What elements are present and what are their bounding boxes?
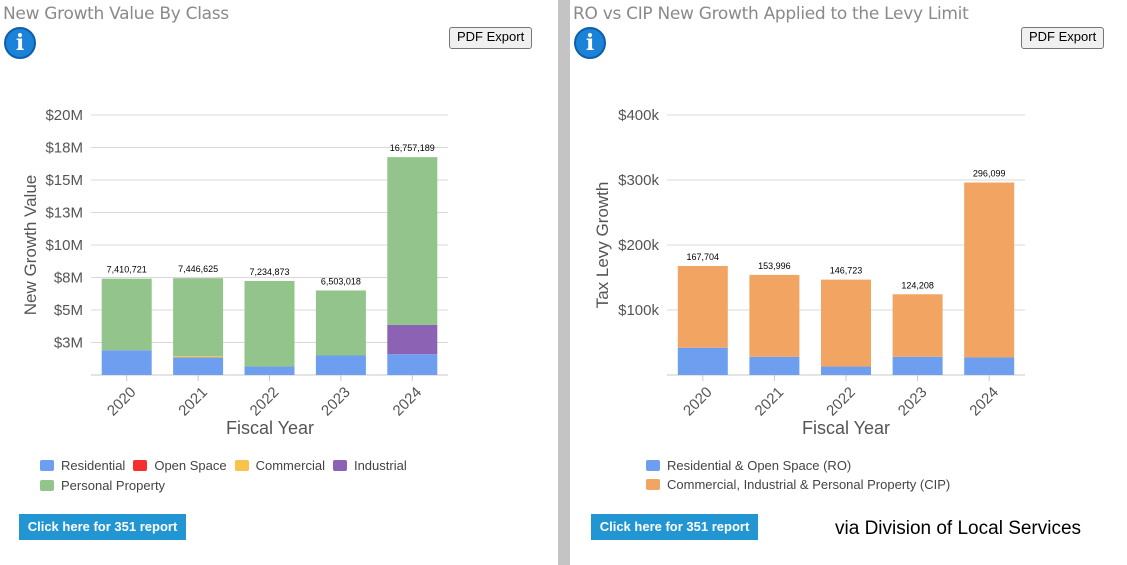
x-tick-label: 2023	[318, 384, 354, 420]
bar-segment-commercial-industrial-personal-property-cip-	[821, 279, 871, 367]
data-label: 7,234,873	[249, 267, 289, 277]
report-351-button[interactable]: Click here for 351 report	[591, 514, 758, 540]
data-label: 7,410,721	[107, 265, 147, 275]
legend-swatch	[646, 460, 660, 471]
bar-segment-residential-open-space-ro-	[964, 357, 1015, 375]
y-tick-label: $200k	[618, 237, 659, 254]
legend-label: Personal Property	[61, 478, 166, 493]
y-tick-label: $15M	[45, 172, 83, 189]
bar-segment-personal-property	[315, 290, 366, 356]
x-tick-label: 2024	[966, 384, 1002, 420]
y-axis-title: Tax Levy Growth	[593, 182, 612, 309]
x-tick-label: 2024	[390, 384, 426, 420]
legend-label: Residential	[61, 458, 126, 473]
legend-swatch	[133, 460, 148, 471]
chart-title-right: RO vs CIP New Growth Applied to the Levy…	[573, 4, 969, 24]
bar-segment-industrial	[387, 324, 438, 355]
bar-segment-residential	[173, 357, 224, 375]
legend-swatch	[40, 480, 54, 491]
bar-segment-commercial-industrial-personal-property-cip-	[892, 294, 943, 357]
legend-item[interactable]: Commercial, Industrial & Personal Proper…	[646, 475, 1058, 494]
bar-segment-residential	[101, 350, 152, 375]
legend-label: Open Space	[154, 458, 227, 473]
legend-item[interactable]: Industrial	[332, 456, 407, 475]
bar-segment-residential-open-space-ro-	[749, 356, 800, 375]
bar-segment-residential	[244, 366, 295, 375]
info-icon[interactable]: i	[4, 27, 36, 59]
legend-item[interactable]: Residential	[40, 456, 125, 475]
bar-segment-commercial-industrial-personal-property-cip-	[964, 182, 1015, 358]
data-label: 7,446,625	[178, 264, 218, 274]
data-label: 124,208	[901, 280, 934, 290]
y-axis-title: New Growth Value	[21, 175, 40, 315]
bar-segment-personal-property	[173, 278, 224, 357]
source-credit: via Division of Local Services	[835, 518, 1082, 539]
y-tick-label: $400k	[618, 107, 659, 124]
y-tick-label: $100k	[618, 302, 659, 319]
bar-segment-residential-open-space-ro-	[821, 366, 871, 375]
data-label: 16,757,189	[390, 143, 435, 153]
x-tick-label: 2023	[895, 384, 931, 420]
bar-segment-commercial-industrial-personal-property-cip-	[749, 274, 800, 357]
legend-label: Commercial	[255, 458, 325, 473]
bar-segment-personal-property	[244, 280, 295, 367]
data-label: 296,099	[973, 169, 1006, 179]
y-tick-label: $5M	[54, 302, 83, 319]
y-tick-label: $10M	[45, 237, 83, 254]
legend-left: Residential Open Space Commercial Industria…	[40, 456, 480, 496]
x-tick-label: 2021	[752, 384, 788, 420]
y-tick-label: $3M	[54, 335, 83, 352]
bar-segment-residential-open-space-ro-	[892, 356, 943, 375]
chart-new-growth-by-class: $3M $5M $8M $10M $13M $15M $18M $20M 7,410,721 20…	[21, 107, 448, 438]
legend-swatch	[234, 460, 249, 471]
bar-segment-residential	[387, 354, 438, 375]
x-tick-label: 2020	[680, 384, 716, 420]
bar-segment-residential-open-space-ro-	[677, 347, 728, 375]
report-351-button[interactable]: Click here for 351 report	[19, 514, 186, 540]
legend-label: Industrial	[353, 458, 407, 473]
x-tick-label: 2022	[247, 384, 283, 420]
legend-item[interactable]: Commercial	[234, 456, 325, 475]
data-label: 146,723	[830, 266, 863, 276]
legend-label: Residential & Open Space (RO)	[667, 458, 852, 473]
x-tick-label: 2022	[823, 384, 859, 420]
chart-title-left: New Growth Value By Class	[3, 4, 229, 24]
legend-item[interactable]: Personal Property	[40, 476, 165, 495]
panel-ro-vs-cip: RO vs CIP New Growth Applied to the Levy…	[570, 0, 1127, 565]
bar-segment-commercial-industrial-personal-property-cip-	[677, 265, 728, 348]
data-label: 153,996	[758, 261, 791, 271]
y-tick-label: $8M	[54, 270, 83, 287]
legend-item[interactable]: Open Space	[133, 456, 227, 475]
legend-swatch	[40, 460, 54, 471]
bar-segment-commercial	[173, 356, 224, 358]
x-tick-label: 2021	[175, 384, 211, 420]
x-axis-title: Fiscal Year	[226, 418, 314, 438]
pdf-export-button[interactable]: PDF Export	[449, 27, 533, 49]
x-axis-title: Fiscal Year	[802, 418, 890, 438]
bar-segment-personal-property	[101, 278, 152, 351]
y-tick-label: $20M	[45, 107, 83, 124]
chart-ro-vs-cip: $100k $200k $300k $400k 167,704 2020 153,996 20…	[593, 107, 1025, 438]
panel-divider	[558, 0, 570, 565]
pdf-export-button[interactable]: PDF Export	[1021, 27, 1105, 49]
panel-new-growth-by-class: New Growth Value By Class i PDF Export $…	[0, 0, 558, 565]
legend-item[interactable]: Residential & Open Space (RO)	[646, 456, 1058, 475]
bar-segment-personal-property	[387, 157, 438, 325]
legend-swatch	[332, 460, 347, 471]
x-tick-label: 2020	[104, 384, 140, 420]
legend-label: Commercial, Industrial & Personal Proper…	[667, 477, 951, 492]
bar-segment-residential	[315, 355, 366, 375]
y-tick-label: $13M	[45, 205, 83, 222]
data-label: 6,503,018	[321, 276, 361, 286]
info-icon[interactable]: i	[574, 27, 606, 59]
legend-swatch	[646, 479, 660, 490]
y-tick-label: $18M	[45, 140, 83, 157]
y-tick-label: $300k	[618, 172, 659, 189]
data-label: 167,704	[687, 252, 720, 262]
legend-right: Residential & Open Space (RO) Commercial,…	[646, 456, 1066, 494]
